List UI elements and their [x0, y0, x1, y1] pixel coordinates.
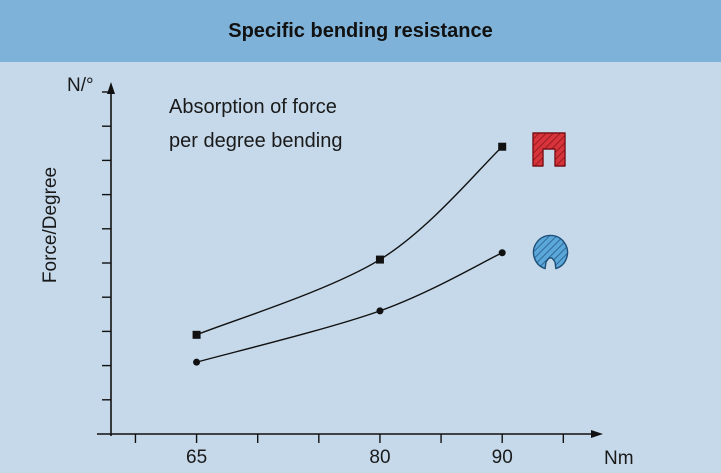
y-axis-arrow	[107, 82, 115, 94]
circle-marker	[193, 358, 201, 366]
round-profile-hatched-icon	[532, 234, 569, 270]
annotation-line-2: per degree bending	[169, 130, 342, 152]
annotation-line-1: Absorption of force	[169, 96, 337, 118]
square-marker	[192, 330, 201, 339]
series-layer	[192, 142, 507, 366]
y-ticks	[102, 91, 111, 401]
x-tick-label: 90	[492, 447, 513, 468]
y-axis-unit: N/°	[67, 75, 94, 96]
chart-title: Specific bending resistance	[228, 19, 493, 42]
x-axis-label: Nm	[604, 448, 634, 469]
square-marker	[375, 255, 384, 264]
square-marker	[498, 142, 507, 151]
x-tick-label: 80	[369, 447, 390, 468]
series-line-2	[196, 252, 503, 363]
x-ticks: 65 80 90	[134, 434, 565, 468]
circle-marker	[498, 249, 506, 257]
circle-marker	[376, 307, 384, 315]
x-axis-arrow	[591, 430, 603, 438]
x-tick-label: 65	[186, 447, 207, 468]
y-axis-label: Force/Degree	[40, 167, 61, 283]
chart-header: Specific bending resistance	[0, 0, 721, 62]
rectangular-profile-hatched-icon	[532, 132, 566, 167]
series-line-1	[196, 146, 503, 336]
